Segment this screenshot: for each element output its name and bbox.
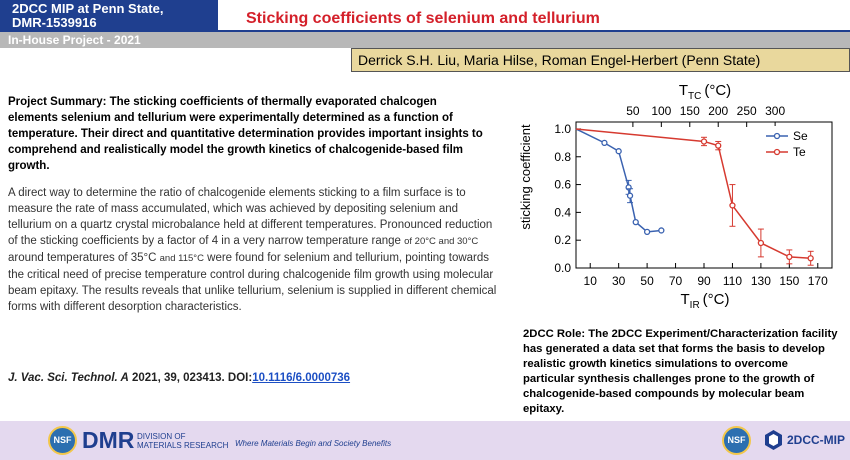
dmr-sub-line2: MATERIALS RESEARCH <box>137 441 229 450</box>
project-badge: 2DCC MIP at Penn State, DMR-1539916 <box>0 0 218 32</box>
series-line-se <box>575 128 662 233</box>
y-tick-label: 0.4 <box>554 205 571 219</box>
data-point-te <box>807 255 814 262</box>
x-tick-label: 50 <box>640 274 654 288</box>
x-axis-label: TIR (°C) <box>681 291 730 311</box>
body-text-1: A direct way to determine the ratio of c… <box>8 187 493 247</box>
mip-hexagon-icon <box>765 430 782 450</box>
page-title: Sticking coefficients of selenium and te… <box>246 10 600 27</box>
x-tick-label: 150 <box>779 274 799 288</box>
y-tick-label: 0.0 <box>554 261 571 275</box>
x-axis-label-unit: (°C) <box>703 291 730 308</box>
citation: J. Vac. Sci. Technol. A 2021, 39, 023413… <box>8 372 350 384</box>
top-tick-label: 200 <box>708 104 728 118</box>
x-axis-label-main: T <box>681 291 690 308</box>
top-tick-label: 100 <box>651 104 671 118</box>
nsf-logo: NSF <box>48 426 77 455</box>
y-axis-label: sticking coefficient <box>518 124 533 230</box>
y-tick-label: 0.8 <box>554 150 571 164</box>
x-axis-label-sub: IR <box>690 300 700 311</box>
y-tick-label: 1.0 <box>554 122 571 136</box>
body-text-2: around temperatures of 35°C <box>8 252 160 264</box>
legend-box <box>760 126 828 164</box>
dmr-logo: DMR <box>82 427 135 453</box>
x-tick-label: 10 <box>584 274 598 288</box>
citation-details: 2021, 39, 023413. DOI: <box>128 372 253 384</box>
dmr-subtitle: DIVISION OF MATERIALS RESEARCH <box>137 432 228 450</box>
top-tick-label: 300 <box>765 104 785 118</box>
top-axis-label-sub: TC <box>688 91 701 102</box>
y-tick-label: 0.2 <box>554 233 571 247</box>
tagline: Where Materials Begin and Society Benefi… <box>235 439 392 448</box>
top-axis-label-main: T <box>679 82 688 99</box>
top-axis-label: TTC (°C) <box>679 82 731 102</box>
body-text-3: were found for selenium and tellurium, p… <box>8 252 497 313</box>
footer: NSF DMR DIVISION OF MATERIALS RESEARCH W… <box>0 421 850 460</box>
sticking-coefficient-chart: 0.0 0.2 0.4 0.6 0.8 1.0 10 30 50 70 90 110 130 150 170… <box>518 82 833 311</box>
doi-link[interactable]: 10.1116/6.0000736 <box>252 372 351 384</box>
top-tick-label: 250 <box>737 104 757 118</box>
data-point-se <box>658 227 665 234</box>
legend-label-se: Se <box>793 129 808 143</box>
x-tick-label: 70 <box>669 274 683 288</box>
body-paragraph: A direct way to determine the ratio of c… <box>8 185 498 315</box>
legend-label-te: Te <box>793 145 806 159</box>
data-point-se <box>643 228 651 235</box>
nsf-logo-right: NSF <box>722 426 751 455</box>
project-line1: 2DCC MIP at Penn State, <box>12 1 164 16</box>
project-line2: DMR-1539916 <box>12 15 97 30</box>
data-point-se <box>615 148 622 155</box>
data-point-te <box>729 202 736 209</box>
y-tick-label: 0.6 <box>554 178 571 192</box>
body-small-2: and 115°C <box>159 253 204 264</box>
data-point-te <box>715 142 722 149</box>
data-point-te <box>700 138 708 145</box>
subheader: In-House Project - 2021 <box>0 32 850 48</box>
mip-logo: 2DCC-MIP <box>787 433 846 447</box>
data-point-te <box>757 239 765 247</box>
x-tick-label: 170 <box>808 274 828 288</box>
body-small-1: of 20°C and 30°C <box>404 236 479 247</box>
dmr-sub-line1: DIVISION OF <box>137 432 186 441</box>
plot-area: 0.0 0.2 0.4 0.6 0.8 1.0 10 30 50 70 90 110 130 150 170… <box>554 104 833 288</box>
data-point-se <box>632 218 639 226</box>
x-tick-label: 30 <box>612 274 626 288</box>
authors-box: Derrick S.H. Liu, Maria Hilse, Roman Eng… <box>351 48 850 72</box>
legend-marker-te <box>773 148 781 156</box>
project-summary: Project Summary: The sticking coefficien… <box>8 96 483 172</box>
x-tick-label: 130 <box>751 274 771 288</box>
data-point-se <box>601 139 608 147</box>
role-text: 2DCC Role: The 2DCC Experiment/Character… <box>523 328 838 415</box>
header-divider <box>218 30 850 32</box>
citation-journal: J. Vac. Sci. Technol. A <box>8 372 129 384</box>
data-point-se <box>626 192 634 199</box>
x-tick-label: 90 <box>697 274 711 288</box>
top-tick-label: 150 <box>680 104 700 118</box>
data-point-te <box>786 253 793 261</box>
top-axis-label-unit: (°C) <box>704 82 731 99</box>
legend-marker-se <box>773 132 781 140</box>
top-tick-label: 50 <box>626 104 640 118</box>
x-tick-label: 110 <box>723 274 742 288</box>
